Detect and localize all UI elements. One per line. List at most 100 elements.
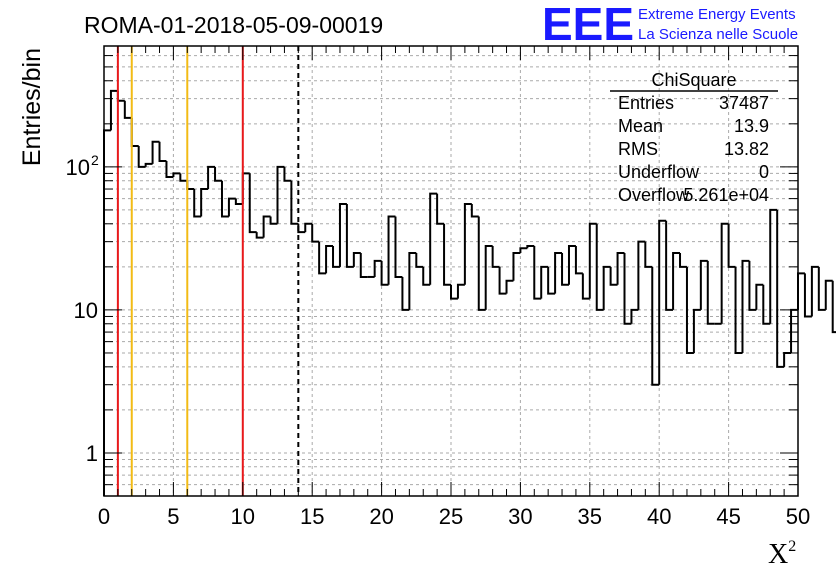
histogram-bin	[352, 251, 361, 267]
histogram-bin	[186, 180, 195, 191]
histogram-bin	[394, 216, 403, 278]
histogram-bin	[234, 198, 243, 206]
histogram-bin	[158, 141, 167, 162]
histogram-bin	[797, 272, 805, 310]
histogram-bin	[602, 265, 611, 310]
stats-row-label: Underflow	[618, 162, 700, 182]
eee-logo: EEE Extreme Energy Events La Scienza nel…	[542, 0, 798, 50]
histogram-bin	[741, 259, 750, 353]
x-tick-label: 40	[647, 504, 671, 529]
histogram-bin	[748, 260, 757, 311]
histogram-bin	[318, 241, 327, 275]
histogram-bin	[290, 180, 299, 225]
histogram-bin	[685, 266, 694, 354]
histogram-bin	[588, 222, 597, 299]
histogram-bin	[227, 197, 236, 217]
y-tick-label: 10	[66, 155, 90, 180]
histogram-bin	[214, 166, 222, 182]
histogram-bin	[706, 260, 715, 325]
histogram-bin	[325, 244, 334, 274]
histogram-bin	[561, 252, 569, 286]
stats-row-value: 0	[759, 162, 769, 182]
histogram-bin	[116, 90, 125, 102]
histogram-bin	[720, 222, 729, 324]
stats-row-label: Entries	[618, 93, 674, 113]
chart-title: ROMA-01-2018-05-09-00019	[84, 12, 383, 38]
histogram-bin	[574, 245, 583, 275]
histogram-bin	[262, 215, 271, 238]
histogram-bin	[755, 283, 764, 310]
x-tick-label: 25	[439, 504, 463, 529]
histogram-bin	[304, 222, 313, 233]
histogram-bin	[172, 172, 181, 177]
histogram-bin	[505, 279, 514, 294]
histogram-bin	[484, 244, 493, 310]
histogram-bin	[630, 308, 639, 324]
histogram-bin	[581, 273, 590, 300]
histogram-bin	[734, 266, 743, 354]
y-tick-label: 1	[86, 441, 98, 466]
histogram-bin	[463, 203, 472, 285]
x-tick-label: 50	[786, 504, 810, 529]
histogram-bin	[103, 129, 111, 496]
y-tick-label-exponent: 2	[91, 152, 99, 168]
histogram-bin	[207, 165, 216, 190]
histogram-bin	[220, 180, 229, 218]
histogram-bin	[429, 192, 438, 285]
x-tick-label: 20	[369, 504, 393, 529]
histogram-bin	[387, 215, 396, 285]
stats-row-label: RMS	[618, 139, 658, 159]
histogram-bin	[803, 273, 812, 318]
histogram-bin	[470, 204, 479, 218]
histogram-bin	[109, 89, 118, 131]
histogram-bin	[373, 259, 382, 277]
histogram-bin	[616, 251, 625, 285]
histogram-bin	[401, 276, 410, 311]
histogram-bin	[443, 223, 451, 286]
histogram-bin	[456, 283, 465, 299]
histogram-bin	[491, 245, 500, 268]
histogram-bin	[651, 266, 660, 386]
cut-lines	[116, 46, 300, 496]
histogram-bin	[200, 188, 209, 217]
histogram-bin	[345, 204, 354, 268]
histogram-bin	[665, 220, 674, 311]
histogram-bin	[276, 165, 285, 224]
histogram-bin	[338, 203, 347, 267]
stats-row-value: 37487	[719, 93, 769, 113]
histogram-bin	[540, 265, 549, 299]
histogram-bin	[415, 252, 424, 268]
histogram-bin	[609, 266, 618, 286]
x-axis-label-sup: 2	[788, 538, 796, 555]
x-tick-label: 45	[716, 504, 740, 529]
x-tick-label: 35	[578, 504, 602, 529]
logo-line-1: Extreme Energy Events	[638, 6, 796, 23]
stats-box: ChiSquare Entries 37487 Mean 13.9 RMS 13.82 Un…	[610, 70, 778, 205]
histogram-bin	[283, 166, 292, 182]
histogram-bin	[311, 223, 320, 243]
histogram-bin	[151, 140, 160, 164]
histogram-bin	[255, 232, 264, 239]
histogram-bin	[692, 308, 701, 353]
histogram-bin	[422, 266, 431, 286]
histogram-bin	[623, 252, 632, 325]
x-tick-label: 15	[300, 504, 324, 529]
histogram-bars	[103, 89, 836, 496]
histogram-bin	[137, 145, 146, 168]
stats-row-value: 13.82	[724, 139, 769, 159]
histogram-bin	[297, 223, 306, 234]
histogram-bin	[498, 266, 507, 295]
histogram-bin	[817, 266, 826, 311]
histogram-bin	[519, 247, 528, 253]
histogram-bin	[526, 244, 535, 249]
histogram-bin	[436, 193, 445, 225]
stats-box-title: ChiSquare	[651, 70, 736, 90]
stats-row-value: 13.9	[734, 116, 769, 136]
histogram-bin	[679, 252, 687, 268]
x-tick-label: 0	[98, 504, 110, 529]
x-tick-label: 5	[167, 504, 179, 529]
stats-rows: Entries 37487 Mean 13.9 RMS 13.82 Underflow 0 Ov…	[618, 93, 769, 205]
